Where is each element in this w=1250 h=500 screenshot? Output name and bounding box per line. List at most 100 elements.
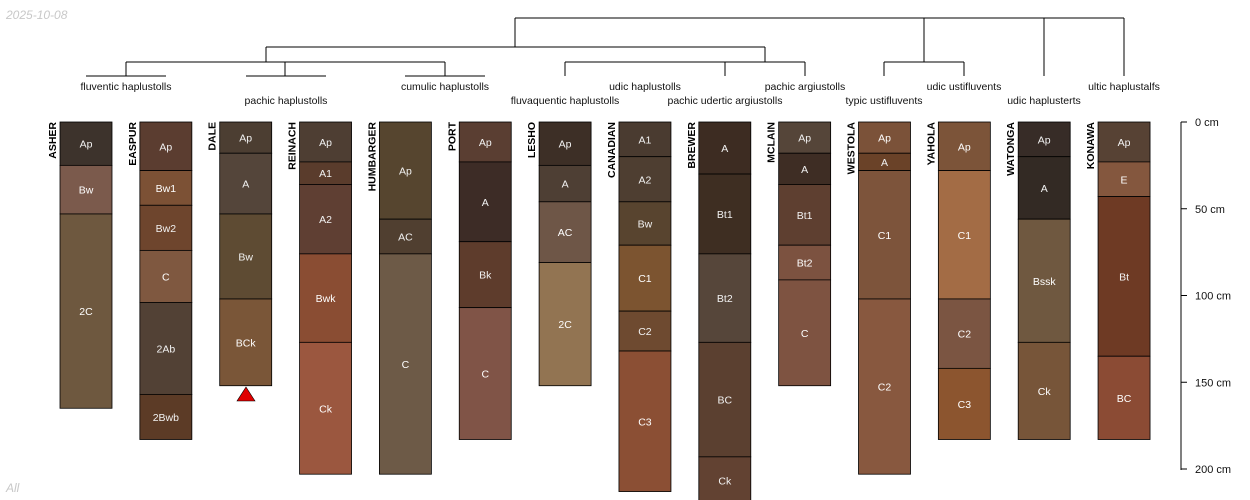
horizon-block xyxy=(378,121,432,220)
profile-konawa: Ap E Bt BC KONAWA xyxy=(1085,121,1151,440)
profile-name: PORT xyxy=(446,121,458,151)
horizon-block xyxy=(1017,156,1071,220)
horizon-label: 2Bwb xyxy=(153,412,179,424)
profile-name: WATONGA xyxy=(1005,122,1017,176)
horizon-block xyxy=(538,201,592,263)
horizon-label: Bw1 xyxy=(156,183,177,195)
horizon-label: Ap xyxy=(80,139,93,151)
horizon-label: Bt1 xyxy=(797,210,813,222)
depth-axis: 0 cm 50 cm 100 cm 150 cm 200 cm xyxy=(1180,117,1231,476)
horizon-label: Bssk xyxy=(1033,276,1057,288)
horizon-block xyxy=(59,121,113,166)
horizon-block xyxy=(698,456,752,500)
horizon-label: Bt xyxy=(1119,271,1129,283)
horizon-block xyxy=(378,253,432,475)
profile-name: HUMBARGER xyxy=(366,122,378,192)
horizon-label: Bwk xyxy=(316,293,337,305)
horizon-block xyxy=(698,173,752,255)
taxon-label: fluvaquentic haplustolls xyxy=(511,95,620,107)
horizon-block xyxy=(458,121,512,163)
horizon-label: 2C xyxy=(558,319,572,331)
profile-name: MCLAIN xyxy=(766,122,778,163)
horizon-label: C3 xyxy=(638,416,652,428)
horizon-block xyxy=(618,244,672,312)
depth-tick-label: 150 cm xyxy=(1195,377,1231,389)
horizon-block xyxy=(299,184,352,255)
horizon-label: Ap xyxy=(399,166,412,178)
horizon-label: Ap xyxy=(798,133,811,145)
horizon-block xyxy=(139,121,193,171)
horizon-block xyxy=(618,350,672,492)
taxon-label: typic ustifluvents xyxy=(845,95,922,107)
horizon-label: Ap xyxy=(559,139,572,151)
horizon-block xyxy=(778,279,832,387)
depth-tick-label: 100 cm xyxy=(1195,291,1231,303)
horizon-label: Bw xyxy=(79,185,94,197)
horizon-label: 2C xyxy=(79,306,93,318)
profile-name: CANADIAN xyxy=(606,122,618,178)
horizon-block xyxy=(139,302,193,395)
profile-westola: Ap A C1 C2 WESTOLA xyxy=(846,122,911,475)
taxon-label: pachic argiustolls xyxy=(765,81,846,93)
horizon-label: C1 xyxy=(638,273,652,285)
horizon-label: C2 xyxy=(878,382,892,394)
horizon-block xyxy=(937,298,991,369)
horizon-label: Ap xyxy=(1038,134,1051,146)
horizon-label: A xyxy=(482,197,489,209)
horizon-block xyxy=(698,253,752,343)
horizon-label: Ap xyxy=(878,133,891,145)
horizon-label: C1 xyxy=(958,230,972,242)
horizon-block xyxy=(698,341,752,458)
horizon-block xyxy=(1017,341,1071,440)
horizon-block xyxy=(778,184,832,246)
horizon-block xyxy=(219,298,273,387)
horizon-block xyxy=(458,161,512,243)
horizon-label: A1 xyxy=(319,168,332,180)
profile-name: KONAWA xyxy=(1085,122,1097,170)
horizon-label: C2 xyxy=(638,326,652,338)
profile-watonga: Ap A Bssk Ck WATONGA xyxy=(1005,122,1071,440)
horizon-label: C2 xyxy=(958,329,972,341)
horizon-block xyxy=(1097,161,1151,198)
horizon-block xyxy=(538,262,592,387)
horizon-label: Ck xyxy=(1038,386,1052,398)
horizon-block xyxy=(937,367,991,440)
horizon-block xyxy=(778,152,832,185)
profile-name: LESHO xyxy=(526,122,538,158)
horizon-label: A1 xyxy=(639,134,652,146)
horizon-label: Ap xyxy=(159,141,172,153)
profile-humbarger: Ap AC C HUMBARGER xyxy=(366,121,432,475)
profile-mclain: Ap A Bt1 Bt2 C MCLAIN xyxy=(766,121,832,387)
profile-port: Ap A Bk C PORT xyxy=(446,121,512,440)
horizon-block xyxy=(378,218,432,255)
profile-name: BREWER xyxy=(686,122,698,169)
profile-dale: Ap A Bw BCk DALE xyxy=(207,121,273,387)
horizon-label: BCk xyxy=(236,337,257,349)
horizon-block xyxy=(778,121,832,154)
horizon-label: A xyxy=(1041,183,1048,195)
profile-reinach: Ap A1 A2 Bwk Ck REINACH xyxy=(287,121,352,475)
horizon-block xyxy=(538,121,592,166)
horizon-label: Ap xyxy=(479,137,492,149)
horizon-block xyxy=(139,393,193,440)
taxon-label: fluventic haplustolls xyxy=(80,81,171,93)
horizon-label: AC xyxy=(558,227,573,239)
taxon-label: ultic haplustalfs xyxy=(1088,81,1160,93)
horizon-block xyxy=(219,213,273,300)
taxon-label: udic haplustolls xyxy=(609,81,681,93)
horizon-label: C3 xyxy=(958,399,972,411)
horizon-label: C xyxy=(162,271,170,283)
horizon-label: Ck xyxy=(319,403,333,415)
horizon-label: Ap xyxy=(239,133,252,145)
profile-canadian: A1 A2 Bw C1 C2 C3 CANADIAN xyxy=(606,121,672,492)
horizon-block xyxy=(1097,121,1151,163)
horizon-label: Bt1 xyxy=(717,209,733,221)
horizon-label: A2 xyxy=(319,214,332,226)
horizon-block xyxy=(618,310,672,352)
horizon-block xyxy=(937,170,991,300)
horizon-block xyxy=(59,164,113,215)
horizon-label: Bw2 xyxy=(156,223,177,235)
depth-tick-label: 50 cm xyxy=(1195,204,1225,216)
profile-name: REINACH xyxy=(287,122,299,170)
